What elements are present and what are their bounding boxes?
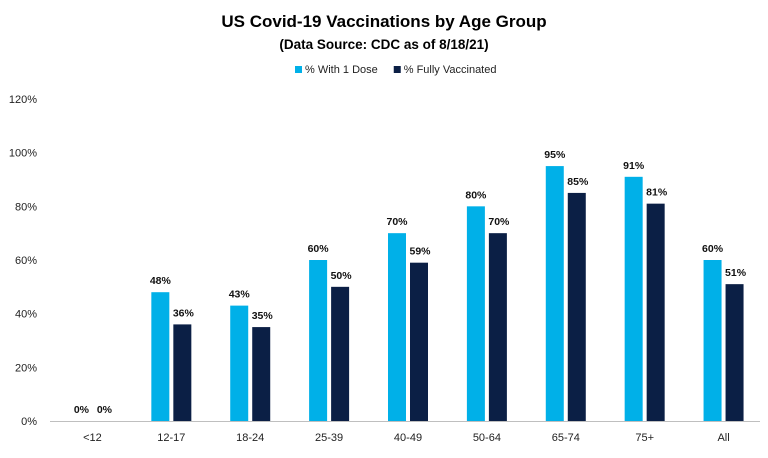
- y-tick-label: 20%: [15, 362, 37, 374]
- bar-fully-vaccinated: [252, 327, 271, 421]
- data-label: 80%: [465, 189, 487, 201]
- bar-group: 43%35%: [229, 289, 274, 421]
- data-label: 70%: [488, 216, 510, 228]
- data-label: 0%: [97, 404, 113, 416]
- data-label: 48%: [150, 275, 172, 287]
- data-label: 43%: [229, 289, 251, 301]
- bar-one-dose: [545, 166, 564, 421]
- bar-group: 80% 70%: [465, 189, 510, 421]
- bar-group: 48% 36%: [150, 275, 195, 421]
- data-label: 60%: [308, 243, 330, 255]
- legend-label: % With 1 Dose: [305, 64, 378, 76]
- legend-swatch: [393, 66, 401, 73]
- data-label: 36%: [173, 307, 195, 319]
- x-tick-label: 50-64: [473, 432, 501, 444]
- legend-label: % Fully Vaccinated: [404, 64, 497, 76]
- x-tick-label: 12-17: [157, 432, 185, 444]
- bar-one-dose: [624, 176, 643, 421]
- bar-fully-vaccinated: [173, 324, 192, 421]
- y-tick-label: 0%: [21, 416, 37, 428]
- data-label: 50%: [331, 270, 353, 282]
- bar-fully-vaccinated: [725, 284, 744, 421]
- y-tick-label: 80%: [15, 201, 37, 213]
- bar-one-dose: [466, 206, 485, 421]
- chart-title: US Covid-19 Vaccinations by Age Group: [221, 12, 546, 31]
- y-tick-label: 100%: [9, 148, 37, 160]
- data-label: 85%: [567, 176, 589, 188]
- x-tick-label: 18-24: [236, 432, 264, 444]
- bar-group: 0% 0%: [74, 404, 113, 416]
- bar-group: 91% 81%: [623, 160, 668, 421]
- x-axis: <12 12-17 18-24 25-39 40-49 50-64 65-74 75+ All: [50, 421, 760, 444]
- bar-group: 95% 85%: [544, 149, 589, 421]
- legend-swatch: [295, 66, 302, 73]
- data-label: 51%: [725, 267, 747, 279]
- chart-subtitle: (Data Source: CDC as of 8/18/21): [279, 37, 488, 52]
- y-tick-label: 120%: [9, 94, 37, 106]
- x-tick-label: 25-39: [315, 432, 343, 444]
- bar-group: 60% 50%: [308, 243, 353, 421]
- x-tick-label: 75+: [635, 432, 654, 444]
- chart-legend: % With 1 Dose % Fully Vaccinated: [295, 64, 496, 76]
- bar-fully-vaccinated: [567, 192, 586, 421]
- data-label: 95%: [544, 149, 566, 161]
- bar-fully-vaccinated: [646, 203, 665, 421]
- bar-group: 60%51%: [702, 243, 747, 421]
- bar-area: 0% 0% 48% 36% 43%35% 60% 50% 70% 59% 80% 70% 95% 85%…: [74, 149, 747, 421]
- bar-group: 70% 59%: [386, 216, 431, 421]
- data-label: 59%: [409, 246, 431, 258]
- data-label: 70%: [386, 216, 408, 228]
- bar-fully-vaccinated: [331, 286, 350, 421]
- bar-one-dose: [151, 292, 170, 421]
- bar-fully-vaccinated: [488, 233, 507, 421]
- x-tick-label: 40-49: [394, 432, 422, 444]
- y-tick-label: 40%: [15, 309, 37, 321]
- x-tick-label: 65-74: [552, 432, 580, 444]
- x-tick-label: All: [717, 432, 729, 444]
- x-tick-label: <12: [83, 432, 102, 444]
- bar-one-dose: [309, 260, 328, 421]
- bar-one-dose: [388, 233, 406, 421]
- data-label: 60%: [702, 243, 724, 255]
- data-label: 0%: [74, 404, 90, 416]
- bar-one-dose: [703, 260, 722, 421]
- y-tick-label: 60%: [15, 255, 37, 267]
- data-label: 91%: [623, 160, 645, 172]
- data-label: 35%: [252, 310, 274, 322]
- y-axis: 0% 20% 40% 60% 80% 100% 120%: [9, 94, 37, 428]
- bar-one-dose: [230, 305, 249, 421]
- bar-fully-vaccinated: [410, 262, 428, 421]
- data-label: 81%: [646, 187, 668, 199]
